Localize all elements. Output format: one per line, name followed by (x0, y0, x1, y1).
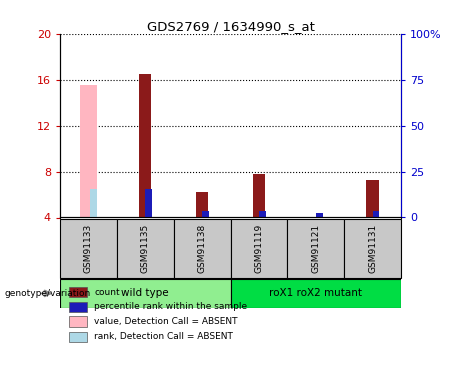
Title: GDS2769 / 1634990_s_at: GDS2769 / 1634990_s_at (147, 20, 314, 33)
Bar (196, 192, 208, 217)
Text: wild type: wild type (121, 288, 169, 298)
Bar (287, 219, 344, 278)
Bar (366, 180, 379, 218)
Bar (344, 219, 401, 278)
Bar (253, 174, 265, 217)
Text: GSM91131: GSM91131 (368, 224, 377, 273)
Bar (372, 211, 379, 217)
Text: GSM91135: GSM91135 (141, 224, 150, 273)
Bar (80, 86, 97, 218)
Bar (60, 279, 230, 308)
Bar (139, 74, 152, 217)
Text: percentile rank within the sample: percentile rank within the sample (94, 302, 247, 311)
Bar (90, 189, 97, 218)
Bar (145, 189, 152, 218)
Text: rank, Detection Call = ABSENT: rank, Detection Call = ABSENT (94, 332, 233, 341)
Text: count: count (94, 288, 120, 297)
Bar (202, 211, 209, 217)
Text: GSM91138: GSM91138 (198, 224, 207, 273)
Bar (69, 287, 88, 297)
Text: value, Detection Call = ABSENT: value, Detection Call = ABSENT (94, 317, 237, 326)
Text: GSM91133: GSM91133 (84, 224, 93, 273)
Bar (117, 219, 174, 278)
Text: GSM91121: GSM91121 (311, 224, 320, 273)
Bar (316, 213, 323, 217)
Text: GSM91119: GSM91119 (254, 224, 263, 273)
Bar (69, 316, 88, 327)
Bar (230, 219, 287, 278)
Bar (60, 219, 117, 278)
Text: roX1 roX2 mutant: roX1 roX2 mutant (269, 288, 362, 298)
Text: genotype/variation: genotype/variation (5, 289, 91, 298)
Bar (69, 332, 88, 342)
Bar (230, 279, 401, 308)
Bar (174, 219, 230, 278)
Bar (259, 211, 266, 217)
Bar (69, 302, 88, 312)
